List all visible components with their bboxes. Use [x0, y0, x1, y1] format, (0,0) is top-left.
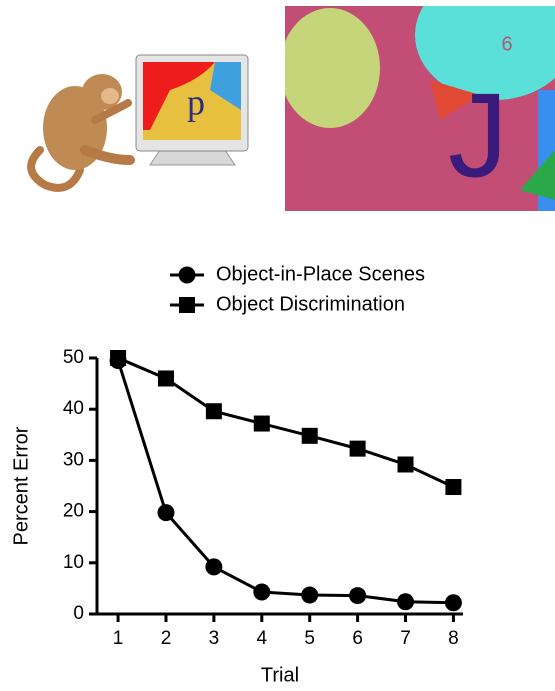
x-tick-label: 6	[352, 628, 363, 649]
marker-square	[254, 416, 270, 432]
monitor-letter: p	[187, 82, 205, 122]
marker-square	[350, 441, 366, 457]
marker-circle	[205, 558, 222, 575]
marker-circle	[349, 587, 366, 604]
y-tick-label: 10	[63, 552, 84, 573]
legend-label: Object Discrimination	[216, 293, 405, 315]
marker-circle	[445, 594, 462, 611]
x-tick-label: 8	[448, 628, 459, 649]
monitor-illustration: p	[136, 55, 248, 165]
y-tick-label: 20	[63, 501, 84, 522]
y-tick-label: 0	[73, 603, 84, 624]
y-tick-label: 30	[63, 449, 84, 470]
x-tick-label: 5	[304, 628, 315, 649]
marker-square	[302, 428, 318, 444]
marker-square	[206, 403, 222, 419]
y-tick-label: 40	[63, 398, 84, 419]
x-tick-label: 1	[113, 628, 124, 649]
marker-square	[445, 479, 461, 495]
marker-circle	[179, 267, 196, 284]
marker-square	[110, 350, 126, 366]
scene-green-circle	[280, 8, 380, 128]
scene-number: 6	[501, 33, 512, 55]
x-tick-label: 7	[400, 628, 411, 649]
marker-square	[179, 297, 195, 313]
y-tick-label: 50	[63, 347, 84, 368]
x-tick-label: 3	[209, 628, 220, 649]
monitor-stand	[150, 150, 235, 165]
x-tick-label: 2	[161, 628, 172, 649]
marker-circle	[301, 587, 318, 604]
marker-square	[158, 370, 174, 386]
marker-circle	[397, 593, 414, 610]
legend-label: Object-in-Place Scenes	[216, 263, 425, 285]
monkey-illustration	[31, 74, 130, 188]
y-axis-label: Percent Error	[10, 426, 32, 545]
marker-circle	[157, 504, 174, 521]
marker-circle	[253, 583, 270, 600]
scene-letter: J	[448, 69, 508, 203]
monkey-face	[101, 88, 119, 104]
series-line	[118, 361, 453, 603]
scene-stimulus: 6 J	[280, 0, 555, 211]
chart: 0 10 20 30 40 50 1 2 3 4 5 6 7 8 Trial Percent Error Obj…	[10, 263, 463, 686]
marker-square	[398, 456, 414, 472]
x-axis-label: Trial	[261, 664, 299, 686]
x-tick-label: 4	[257, 628, 268, 649]
figure: p 6 J 0 10 20 30 40 50 1 2 3 4 5 6 7 8 Trial Percent Er…	[0, 0, 555, 691]
